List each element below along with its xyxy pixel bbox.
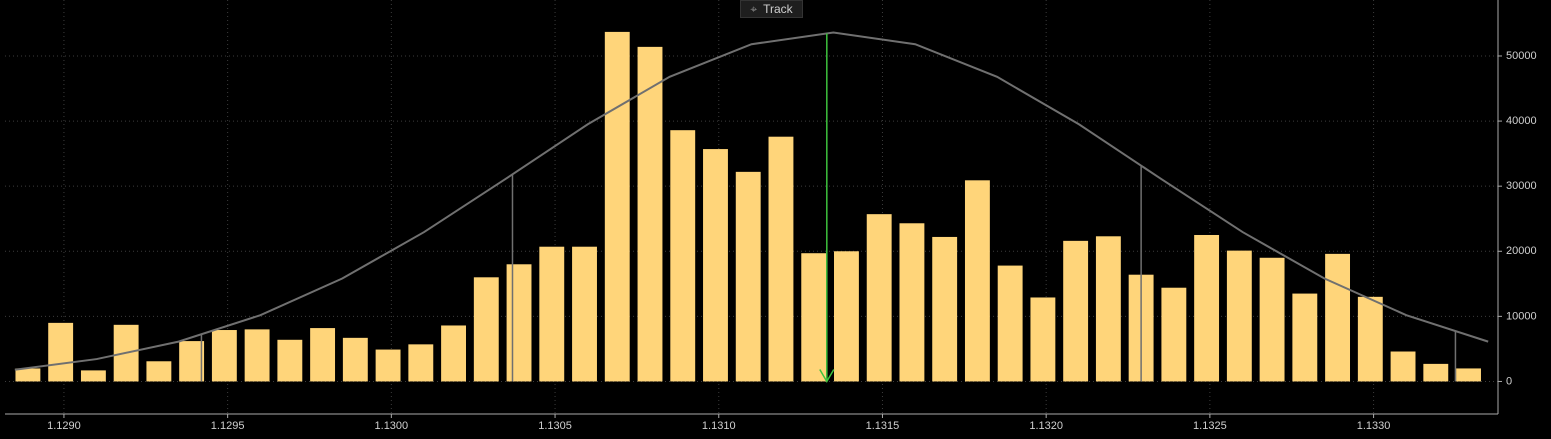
bar: [604, 31, 630, 382]
bar: [997, 265, 1023, 382]
bar: [15, 368, 41, 382]
bar: [146, 361, 172, 382]
y-tick-label: 40000: [1506, 115, 1537, 127]
x-tick-label: 1.1310: [702, 420, 736, 432]
y-tick-label: 50000: [1506, 50, 1537, 62]
x-tick-label: 1.1295: [211, 420, 245, 432]
bar: [1194, 234, 1220, 382]
normal-curve: [14, 31, 1489, 371]
y-tick-label: 30000: [1506, 180, 1537, 192]
bar: [932, 236, 958, 382]
x-tick-label: 1.1325: [1193, 420, 1227, 432]
bar: [572, 246, 597, 382]
y-tick-label: 10000: [1506, 310, 1537, 322]
bar: [1226, 250, 1252, 382]
bar: [637, 46, 663, 382]
bar: [211, 330, 237, 382]
bar: [441, 325, 466, 382]
bar: [80, 370, 106, 382]
bar: [277, 339, 303, 382]
bar: [703, 149, 728, 382]
bar: [1161, 287, 1187, 382]
bar: [834, 251, 859, 382]
bar: [801, 253, 827, 382]
bar: [899, 223, 925, 382]
bar: [1357, 296, 1383, 382]
bar: [1095, 236, 1121, 382]
bar: [48, 322, 74, 382]
bar: [310, 328, 336, 382]
y-tick-label: 20000: [1506, 245, 1537, 257]
bar: [1325, 253, 1351, 382]
bar: [342, 337, 368, 382]
x-tick-label: 1.1305: [538, 420, 572, 432]
bar: [506, 264, 532, 382]
bar: [539, 246, 565, 382]
x-tick-label: 1.1315: [866, 420, 900, 432]
x-tick-label: 1.1320: [1029, 420, 1063, 432]
bar: [866, 214, 892, 382]
crosshair-icon: ⌖: [750, 1, 758, 16]
bar: [244, 329, 270, 382]
bar: [179, 341, 205, 382]
bar: [768, 136, 794, 382]
bar: [735, 171, 761, 382]
y-tick-label: 0: [1506, 375, 1512, 387]
bar: [1259, 257, 1285, 382]
track-button[interactable]: ⌖ Track: [740, 0, 803, 18]
bar: [375, 349, 401, 382]
x-tick-label: 1.1290: [47, 420, 81, 432]
bar: [670, 130, 696, 382]
track-label: Track: [763, 2, 793, 16]
bar: [1390, 351, 1416, 382]
x-tick-label: 1.1330: [1357, 420, 1391, 432]
bar: [964, 180, 990, 382]
mean-arrowhead: [819, 369, 835, 383]
bar: [1063, 240, 1089, 382]
x-tick-label: 1.1300: [375, 420, 409, 432]
bar: [1423, 363, 1449, 382]
bar: [473, 277, 499, 382]
bar: [1456, 368, 1481, 382]
bar: [408, 344, 434, 382]
bar: [1030, 297, 1056, 382]
bar: [1292, 293, 1318, 382]
